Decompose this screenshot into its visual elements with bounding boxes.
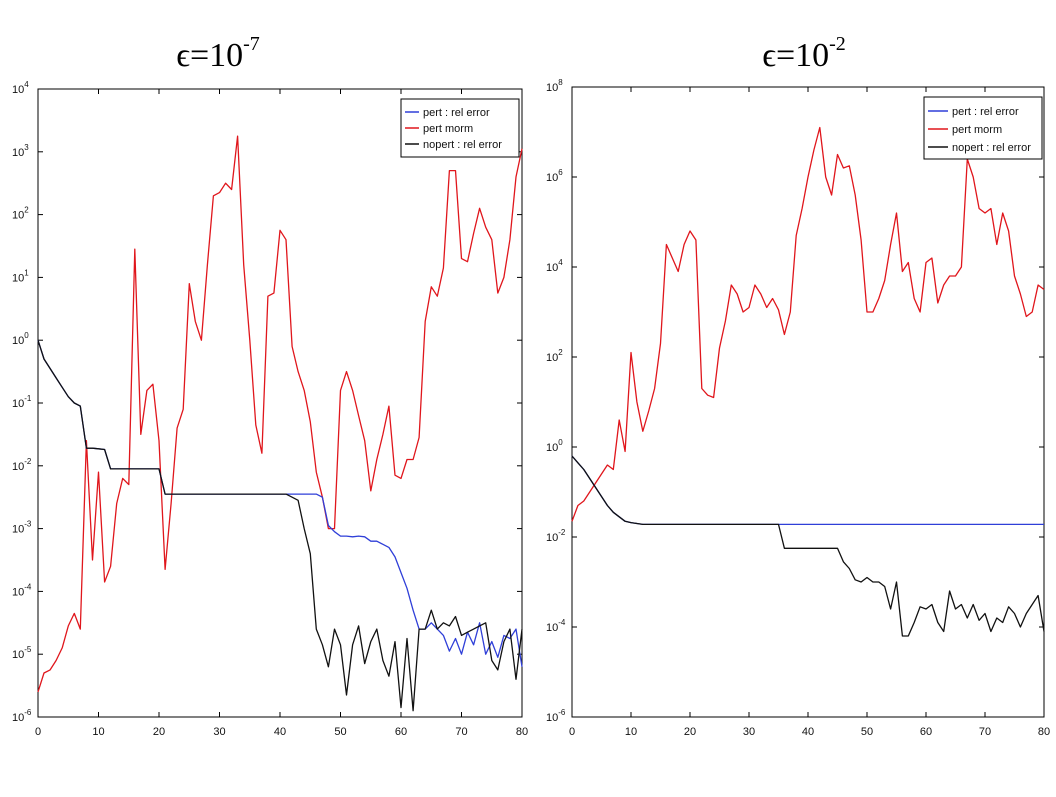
left-y-tick-label--1: 10-1 (12, 394, 32, 410)
right-axes: 0 10 20 30 40 50 60 70 80 10-6 10-4 10-2 100 102 104 10… (546, 78, 1050, 738)
right-x-tick-label-70: 70 (979, 726, 991, 738)
right-plot-area (571, 86, 1045, 718)
left-series-line-pert-rel-error (37, 340, 523, 667)
left-x-tick-label-80: 80 (516, 726, 528, 738)
left-chart-panel: ϵ=10-7 0 10 20 30 40 50 60 70 80 10-6 10-5 10-4 10-3… (12, 33, 528, 738)
right-y-tick-label--6: 10-6 (546, 708, 566, 724)
left-x-tick-label-50: 50 (334, 726, 346, 738)
left-legend-label-pert-morm: pert morm (423, 123, 473, 135)
left-y-tick-label-4: 104 (12, 80, 29, 96)
left-plot-area (37, 88, 523, 718)
left-y-tick-label--4: 10-4 (12, 582, 32, 598)
left-x-tick-label-30: 30 (213, 726, 225, 738)
left-y-tick-label-1: 101 (12, 268, 29, 284)
right-chart-title: ϵ=10-2 (762, 33, 846, 74)
right-y-tick-label-6: 106 (546, 168, 563, 184)
left-legend: pert : rel error pert morm nopert : rel … (400, 98, 520, 158)
right-series-line-pert-morm (571, 126, 1045, 522)
right-legend-label-pert-morm: pert morm (952, 124, 1002, 136)
left-legend-label-nopert-rel-error: nopert : rel error (423, 139, 502, 151)
right-legend-label-pert-rel-error: pert : rel error (952, 106, 1019, 118)
right-x-tick-label-30: 30 (743, 726, 755, 738)
left-x-tick-label-0: 0 (35, 726, 41, 738)
left-y-tick-label--5: 10-5 (12, 645, 32, 661)
right-legend-label-nopert-rel-error: nopert : rel error (952, 142, 1031, 154)
left-x-tick-label-60: 60 (395, 726, 407, 738)
left-y-tick-label-3: 103 (12, 143, 29, 159)
right-y-tick-label-0: 100 (546, 438, 563, 454)
right-x-tick-label-80: 80 (1038, 726, 1050, 738)
right-y-tick-label-2: 102 (546, 348, 563, 364)
right-chart-title-base: ϵ=10 (762, 37, 829, 74)
left-chart-title: ϵ=10-7 (176, 33, 260, 74)
right-x-tick-label-20: 20 (684, 726, 696, 738)
right-y-tick-label--4: 10-4 (546, 618, 566, 634)
right-x-tick-label-50: 50 (861, 726, 873, 738)
right-x-tick-label-40: 40 (802, 726, 814, 738)
left-chart-title-base: ϵ=10 (176, 37, 243, 74)
right-chart-panel: ϵ=10-2 0 10 20 30 40 50 60 70 80 10-6 10-4 10-2 100 1… (546, 33, 1050, 738)
right-legend-box (923, 96, 1043, 160)
left-series-line-nopert-rel-error (37, 340, 523, 712)
left-x-tick-label-40: 40 (274, 726, 286, 738)
right-y-tick-label-4: 104 (546, 258, 563, 274)
right-x-tick-label-0: 0 (569, 726, 575, 738)
left-x-tick-label-20: 20 (153, 726, 165, 738)
left-legend-box (400, 98, 520, 158)
left-series-line-pert-morm (37, 135, 523, 693)
left-y-tick-label--3: 10-3 (12, 520, 32, 536)
right-y-tick-label-8: 108 (546, 78, 563, 94)
left-axes: 0 10 20 30 40 50 60 70 80 10-6 10-5 10-4 10-3 10-2 10-… (12, 80, 528, 738)
left-x-tick-label-10: 10 (92, 726, 104, 738)
left-y-tick-label--2: 10-2 (12, 457, 32, 473)
left-y-tick-label-0: 100 (12, 331, 29, 347)
left-y-tick-label-2: 102 (12, 206, 29, 222)
right-series-group (571, 126, 1045, 637)
left-chart-title-exponent: -7 (243, 33, 260, 55)
right-y-tick-label--2: 10-2 (546, 528, 566, 544)
right-legend: pert : rel error pert morm nopert : rel … (923, 96, 1043, 160)
left-series-group (37, 135, 523, 712)
right-series-line-pert-rel-error (571, 455, 1044, 526)
right-chart-title-exponent: -2 (829, 33, 846, 55)
right-x-tick-label-60: 60 (920, 726, 932, 738)
right-series-line-nopert-rel-error (571, 455, 1045, 637)
left-x-tick-label-70: 70 (455, 726, 467, 738)
right-x-tick-label-10: 10 (625, 726, 637, 738)
left-legend-label-pert-rel-error: pert : rel error (423, 107, 490, 119)
left-y-tick-label--6: 10-6 (12, 708, 32, 724)
